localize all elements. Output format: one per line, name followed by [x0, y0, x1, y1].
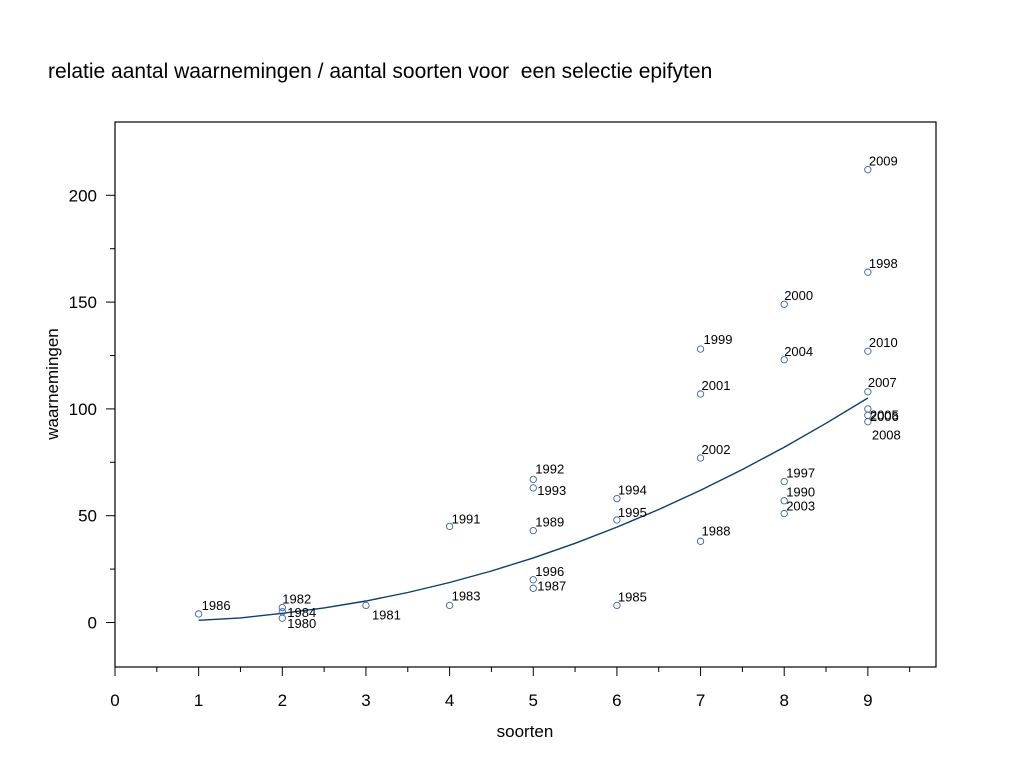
point-label: 2007 — [868, 375, 897, 390]
y-tick-label: 150 — [69, 293, 97, 312]
data-point — [362, 601, 370, 610]
point-label: 1982 — [282, 592, 311, 607]
chart-title: relatie aantal waarnemingen / aantal soo… — [48, 60, 713, 83]
x-tick-label: 9 — [863, 691, 872, 710]
x-tick-label: 3 — [361, 691, 370, 710]
point-label: 1981 — [372, 607, 401, 622]
point-label: 2006 — [870, 409, 899, 424]
data-point — [613, 494, 621, 503]
x-axis-title: soorten — [497, 722, 554, 741]
data-point — [696, 345, 705, 353]
data-point — [696, 390, 705, 398]
data-point — [529, 584, 537, 592]
point-label: 1992 — [535, 461, 564, 476]
data-point — [529, 527, 537, 535]
point-label: 1994 — [618, 483, 647, 498]
point-label: 2004 — [784, 344, 813, 359]
data-point — [613, 516, 621, 524]
data-point — [864, 418, 872, 426]
point-label: 1997 — [786, 466, 815, 481]
point-label: 1998 — [869, 256, 898, 271]
data-point — [780, 497, 788, 505]
trend-line — [198, 397, 869, 621]
point-label: 2003 — [786, 499, 815, 514]
point-label: 1984 — [287, 605, 316, 620]
y-axis-title: waarnemingen — [43, 328, 62, 441]
data-point — [864, 347, 872, 355]
data-point — [780, 509, 788, 518]
data-point — [529, 576, 537, 584]
point-label: 1991 — [452, 511, 481, 526]
x-tick-label: 6 — [612, 691, 621, 710]
point-label: 2009 — [869, 154, 898, 169]
data-point — [780, 356, 788, 364]
point-label: 1989 — [535, 515, 564, 530]
point-label: 1985 — [618, 589, 647, 604]
point-label: 2005 — [870, 407, 899, 422]
data-point — [696, 537, 705, 545]
point-label: 1999 — [704, 332, 733, 347]
y-tick-label: 0 — [88, 614, 97, 633]
data-point — [529, 475, 537, 484]
point-label: 2000 — [784, 288, 813, 303]
point-label: 1983 — [452, 588, 481, 603]
y-tick-label: 100 — [69, 400, 97, 419]
x-tick-label: 1 — [194, 691, 203, 710]
data-point — [278, 608, 286, 616]
data-point — [864, 166, 872, 174]
point-label: 2002 — [702, 442, 731, 457]
point-label: 2008 — [872, 428, 901, 443]
data-point — [780, 477, 788, 486]
plot-frame — [114, 121, 937, 668]
point-label: 1996 — [535, 564, 564, 579]
data-point — [864, 388, 872, 396]
x-tick-label: 0 — [110, 691, 119, 710]
data-point — [780, 300, 788, 308]
point-label: 1988 — [702, 523, 731, 538]
y-tick-label: 200 — [69, 186, 97, 205]
point-label: 1993 — [537, 483, 566, 498]
point-label: 1986 — [202, 598, 231, 613]
x-tick-label: 7 — [696, 691, 705, 710]
data-point — [613, 601, 621, 610]
x-tick-label: 8 — [779, 691, 788, 710]
data-point — [696, 454, 705, 462]
data-point — [445, 601, 454, 610]
data-point — [864, 268, 872, 276]
x-tick-label: 2 — [278, 691, 287, 710]
point-label: 2010 — [869, 335, 898, 350]
x-tick-label: 4 — [445, 691, 454, 710]
point-label: 2001 — [702, 378, 731, 393]
point-label: 1995 — [618, 505, 647, 520]
data-point — [529, 484, 537, 492]
data-point — [445, 522, 454, 531]
y-tick-label: 50 — [78, 507, 97, 526]
point-label: 1987 — [537, 578, 566, 593]
point-label: 1980 — [287, 616, 316, 631]
data-point — [278, 614, 286, 622]
point-label: 1990 — [786, 485, 815, 500]
data-point — [194, 610, 203, 618]
data-point — [278, 603, 286, 612]
x-tick-label: 5 — [529, 691, 538, 710]
